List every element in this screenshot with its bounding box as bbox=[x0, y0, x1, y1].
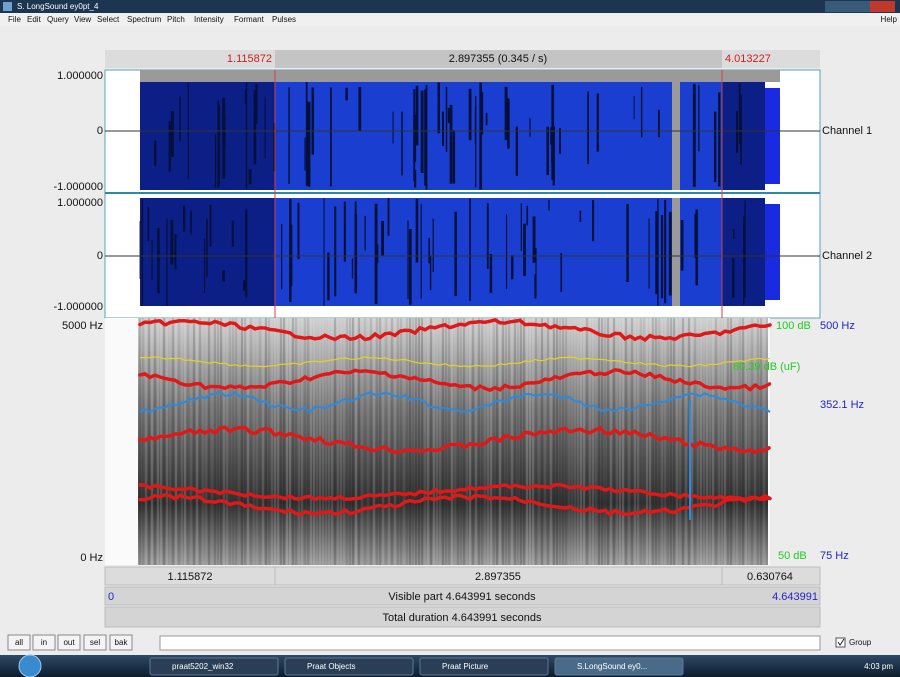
menu-item[interactable]: View bbox=[74, 15, 91, 24]
app-icon bbox=[3, 2, 12, 11]
frequency-label: 5000 Hz bbox=[62, 320, 103, 332]
page: {"window": {"title": "S. LongSound ey0pt… bbox=[0, 0, 900, 677]
zoom-button-label: sel bbox=[90, 638, 100, 647]
screen: S. LongSound ey0pt_4 File Edit Query View Se… bbox=[0, 0, 900, 677]
pitch-label: 75 Hz bbox=[820, 550, 849, 562]
amplitude-label: -1.000000 bbox=[53, 181, 103, 193]
amplitude-label: 0 bbox=[97, 250, 103, 262]
pitch-value: 352.1 Hz bbox=[820, 399, 864, 411]
menu-item[interactable]: Spectrum bbox=[127, 15, 162, 24]
waveform-gap bbox=[672, 198, 680, 306]
total-duration: Total duration 4.643991 seconds bbox=[382, 612, 542, 624]
menu-item[interactable]: Intensity bbox=[194, 15, 224, 24]
selection-strip bbox=[140, 70, 780, 82]
menu-item[interactable]: Edit bbox=[27, 15, 42, 24]
group-label: Group bbox=[849, 638, 872, 647]
title-bar bbox=[0, 0, 900, 13]
frequency-label: 0 Hz bbox=[80, 552, 103, 564]
menu-item[interactable]: Formant bbox=[234, 15, 265, 24]
visible-end: 4.643991 bbox=[772, 591, 818, 603]
intensity-label: 100 dB bbox=[776, 320, 811, 332]
waveform-signal bbox=[275, 198, 722, 306]
menu-item[interactable]: File bbox=[8, 15, 21, 24]
channel-label: Channel 1 bbox=[822, 125, 872, 137]
menu-item[interactable]: Pitch bbox=[167, 15, 185, 24]
menu-item[interactable]: Help bbox=[881, 15, 898, 24]
time-label: 2.897355 bbox=[475, 571, 521, 583]
menu-item[interactable]: Pulses bbox=[272, 15, 296, 24]
intensity-label: 50 dB bbox=[778, 550, 807, 562]
zoom-button-label: bak bbox=[115, 638, 129, 647]
start-button[interactable] bbox=[19, 655, 41, 677]
amplitude-label: 1.000000 bbox=[57, 197, 103, 209]
taskbar-item-label: Praat Picture bbox=[442, 662, 489, 671]
selection-duration: 2.897355 (0.345 / s) bbox=[449, 53, 547, 65]
amplitude-label: 0 bbox=[97, 125, 103, 137]
selection-end: 4.013227 bbox=[725, 53, 771, 65]
window-title: S. LongSound ey0pt_4 bbox=[17, 2, 99, 11]
close-button[interactable] bbox=[870, 1, 895, 12]
waveform-signal bbox=[765, 204, 780, 300]
zoom-button-label: out bbox=[63, 638, 75, 647]
visible-part: Visible part 4.643991 seconds bbox=[388, 591, 536, 603]
waveform-signal bbox=[765, 88, 780, 184]
intensity-value: 80.39 dB (uF) bbox=[733, 361, 800, 373]
zoom-button-label: in bbox=[41, 638, 47, 647]
amplitude-label: 1.000000 bbox=[57, 70, 103, 82]
scrollbar[interactable] bbox=[160, 636, 820, 650]
waveform-gap bbox=[672, 82, 680, 190]
channel-label: Channel 2 bbox=[822, 250, 872, 262]
selection-start: 1.115872 bbox=[227, 53, 272, 65]
taskbar-item-label: S.LongSound ey0... bbox=[577, 662, 647, 671]
visible-start: 0 bbox=[108, 591, 114, 603]
waveform-signal bbox=[275, 82, 722, 190]
time-label: 0.630764 bbox=[747, 571, 793, 583]
menu-item[interactable]: Query bbox=[47, 15, 69, 24]
waveform-signal bbox=[722, 82, 765, 190]
taskbar-item-label: Praat Objects bbox=[307, 662, 355, 671]
time-label: 1.115872 bbox=[167, 571, 212, 583]
amplitude-label: -1.000000 bbox=[53, 301, 103, 313]
clock: 4:03 pm bbox=[864, 662, 893, 671]
menu-item[interactable]: Select bbox=[97, 15, 120, 24]
taskbar-item-label: praat5202_win32 bbox=[172, 662, 234, 671]
pitch-label: 500 Hz bbox=[820, 320, 855, 332]
zoom-button-label: all bbox=[15, 638, 23, 647]
